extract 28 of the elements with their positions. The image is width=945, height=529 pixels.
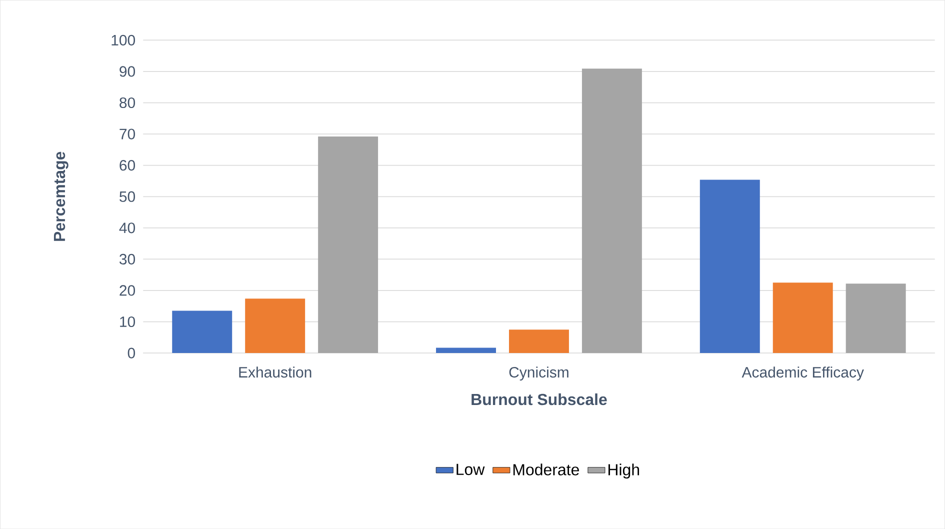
y-tick-label: 70 xyxy=(120,128,136,140)
bar xyxy=(172,310,232,353)
y-tick-label: 0 xyxy=(128,348,136,358)
y-tick-label: 80 xyxy=(120,97,136,108)
legend-label: Moderate xyxy=(513,464,579,476)
x-tick-label: Academic Efficacy xyxy=(742,366,864,380)
bar xyxy=(582,68,642,353)
legend-label: High xyxy=(608,464,640,478)
bar xyxy=(772,282,833,353)
bar xyxy=(318,136,378,353)
legend-label: Low xyxy=(456,464,485,475)
x-tick-label: Exhaustion xyxy=(239,366,312,378)
bar xyxy=(508,330,569,353)
bar xyxy=(436,348,496,353)
y-axis-title: Percemtage xyxy=(54,152,68,241)
y-tick-label: 30 xyxy=(119,254,136,264)
y-tick-label: 10 xyxy=(120,316,136,327)
bar xyxy=(245,298,306,353)
y-tick-label: 90 xyxy=(120,66,136,77)
bar xyxy=(846,284,906,353)
y-tick-label: 50 xyxy=(120,191,136,202)
y-tick-label: 60 xyxy=(120,160,136,171)
x-axis-title: Burnout Subscale xyxy=(472,393,607,406)
y-tick-label: 20 xyxy=(120,285,136,296)
bar xyxy=(700,180,760,353)
y-tick-label: 40 xyxy=(119,222,136,234)
x-tick-label: Cynicism xyxy=(509,366,568,380)
y-tick-label: 100 xyxy=(112,34,136,46)
